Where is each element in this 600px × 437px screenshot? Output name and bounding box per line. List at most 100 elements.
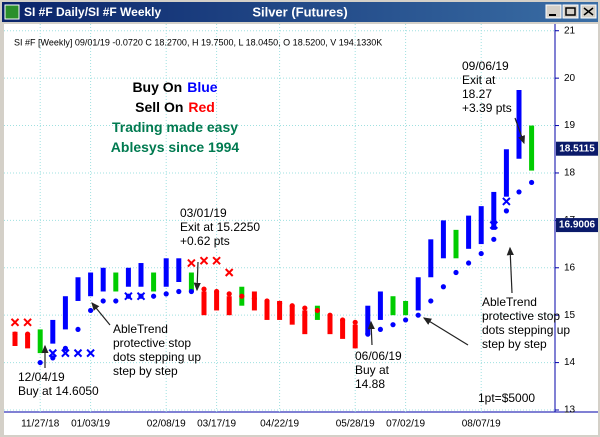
price-bar bbox=[491, 191, 497, 230]
price-flag-label: 18.5115 bbox=[559, 143, 595, 154]
stop-dot bbox=[302, 305, 308, 311]
x-tick-label: 07/02/19 bbox=[386, 419, 425, 430]
y-tick-label: 19 bbox=[564, 120, 576, 131]
y-tick-label: 18 bbox=[564, 168, 576, 179]
stop-dot bbox=[88, 307, 94, 314]
price-bar bbox=[529, 125, 535, 171]
price-axis bbox=[555, 24, 598, 412]
stop-dot bbox=[390, 322, 396, 328]
price-bar bbox=[201, 291, 207, 316]
price-bar bbox=[12, 331, 18, 346]
stop-dot bbox=[188, 288, 194, 295]
annotation-text: 06/06/19 bbox=[355, 349, 402, 363]
grid: 13141516171819202111/27/1801/03/1902/08/… bbox=[4, 24, 576, 430]
price-bar bbox=[516, 90, 522, 159]
x-tick-label: 04/22/19 bbox=[260, 419, 299, 430]
stop-dot bbox=[491, 236, 497, 242]
annotation-arrow bbox=[367, 320, 375, 346]
price-bar bbox=[62, 296, 68, 330]
annotation-text: 09/06/19 bbox=[462, 59, 509, 73]
plot-area bbox=[4, 24, 555, 412]
price-bar bbox=[75, 277, 81, 301]
price-bar bbox=[151, 272, 157, 292]
signal-x bbox=[124, 292, 133, 301]
title-bar bbox=[2, 2, 598, 22]
stop-dot bbox=[403, 317, 409, 323]
stop-dot bbox=[440, 284, 446, 290]
stop-dot bbox=[327, 312, 333, 318]
price-bar bbox=[440, 220, 446, 259]
annotation-text: dots stepping up bbox=[482, 323, 570, 337]
price-bar bbox=[88, 272, 94, 297]
annotation-text: +3.39 pts bbox=[462, 101, 512, 115]
stop-dot bbox=[352, 319, 358, 325]
point-value: 1pt=$5000 bbox=[478, 391, 535, 405]
y-tick-label: 16 bbox=[564, 262, 576, 273]
price-bar bbox=[289, 305, 295, 325]
price-bar bbox=[428, 239, 434, 278]
minimize-button[interactable] bbox=[545, 4, 562, 19]
stop-dot bbox=[377, 326, 383, 333]
legend-line: Ablesys since 1994 bbox=[111, 139, 240, 155]
legend-text: Ablesys since 1994 bbox=[111, 139, 240, 155]
price-bar bbox=[188, 272, 194, 292]
annotation-text: Exit at 15.2250 bbox=[180, 220, 260, 234]
y-tick-label: 21 bbox=[564, 25, 576, 36]
signal-x bbox=[23, 318, 32, 327]
annotation-text: 18.27 bbox=[462, 87, 492, 101]
stop-dot bbox=[264, 298, 270, 304]
signal-x bbox=[73, 348, 83, 358]
legend-text: Buy On bbox=[132, 79, 182, 95]
stop-dot bbox=[289, 303, 295, 309]
annotation-text: Buy at 14.6050 bbox=[18, 384, 99, 398]
app-icon bbox=[4, 4, 20, 20]
price-bar bbox=[138, 263, 144, 287]
price-bar bbox=[214, 291, 220, 311]
legend-text: Trading made easy bbox=[112, 119, 238, 135]
signal-x bbox=[224, 268, 234, 277]
price-flag bbox=[556, 141, 598, 156]
annotation-text: protective stop bbox=[482, 309, 560, 323]
stop-dot bbox=[201, 286, 207, 292]
annotation-text: dots stepping up bbox=[113, 350, 201, 364]
stop-dot bbox=[100, 298, 106, 304]
stop-dot bbox=[25, 331, 31, 337]
stop-dot bbox=[214, 288, 220, 295]
stop-dot bbox=[163, 291, 169, 297]
signal-x bbox=[136, 292, 146, 301]
price-bar bbox=[113, 272, 119, 292]
stop-dot bbox=[226, 291, 232, 297]
price-bar bbox=[453, 229, 459, 259]
chart-title: Silver (Futures) bbox=[252, 4, 347, 19]
price-bar bbox=[365, 305, 371, 335]
stop-dot bbox=[428, 298, 434, 304]
price-bar bbox=[340, 319, 346, 339]
y-tick-label: 14 bbox=[564, 357, 576, 368]
stop-dot bbox=[478, 250, 484, 257]
legend-line: Buy On Blue bbox=[132, 79, 217, 95]
y-tick-label: 15 bbox=[564, 310, 576, 321]
y-tick-label: 20 bbox=[564, 73, 576, 84]
window-title: SI #F Daily/SI #F Weekly bbox=[24, 5, 162, 19]
stop-dot bbox=[466, 260, 472, 266]
stop-dot bbox=[176, 288, 182, 295]
price-flag-label: 16.9006 bbox=[559, 220, 596, 231]
signal-x bbox=[502, 197, 511, 206]
price-bar bbox=[50, 319, 56, 344]
price-flag bbox=[556, 218, 598, 233]
annotation-text: Exit at bbox=[462, 73, 496, 87]
stop-dot bbox=[12, 331, 18, 337]
window-buttons[interactable] bbox=[545, 4, 597, 19]
date-axis bbox=[4, 412, 598, 435]
price-bar bbox=[415, 277, 421, 311]
stop-dot bbox=[340, 317, 346, 323]
signal-x bbox=[48, 348, 58, 358]
x-tick-label: 11/27/18 bbox=[21, 419, 60, 430]
stop-dot bbox=[453, 269, 459, 276]
signal-x bbox=[212, 256, 221, 265]
y-tick-label: 13 bbox=[564, 405, 576, 416]
stop-dot bbox=[365, 331, 371, 337]
annotation-text: AbleTrend bbox=[482, 295, 537, 309]
stop-dot bbox=[516, 189, 522, 195]
quote-header: SI #F [Weekly] 09/01/19 -0.0720 C 18.270… bbox=[14, 37, 382, 47]
